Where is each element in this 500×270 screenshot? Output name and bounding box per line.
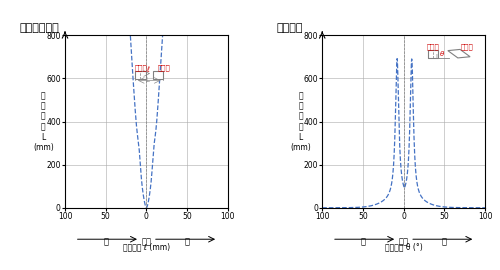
Text: 右: 右 [442, 237, 447, 246]
Bar [135, 71, 145, 79]
Text: 動作角度 θ (°): 動作角度 θ (°) [384, 242, 422, 251]
Text: ℓ: ℓ [146, 68, 148, 73]
Text: L: L [435, 54, 439, 60]
Bar [428, 50, 438, 58]
Text: θ: θ [440, 51, 444, 57]
Text: 右: 右 [184, 237, 190, 246]
Text: L: L [146, 77, 149, 83]
Text: 中心: 中心 [398, 237, 408, 246]
Text: 左: 左 [360, 237, 366, 246]
Text: 動作位置 ℓ (mm): 動作位置 ℓ (mm) [123, 242, 170, 251]
Text: 受光器: 受光器 [158, 65, 170, 71]
Bar [153, 71, 164, 79]
Text: 角度特性: 角度特性 [276, 23, 303, 33]
Text: 左: 左 [103, 237, 108, 246]
Text: 平行移動特性: 平行移動特性 [20, 23, 59, 33]
Text: 受光器: 受光器 [460, 43, 473, 50]
Text: 投光器: 投光器 [426, 43, 440, 50]
Text: 中心: 中心 [142, 237, 152, 246]
Polygon shape [448, 49, 470, 58]
Text: 投光器: 投光器 [134, 65, 147, 71]
Y-axis label: 設
定
距
離
L
(mm): 設 定 距 離 L (mm) [33, 91, 54, 152]
Y-axis label: 設
定
距
離
L
(mm): 設 定 距 離 L (mm) [290, 91, 311, 152]
